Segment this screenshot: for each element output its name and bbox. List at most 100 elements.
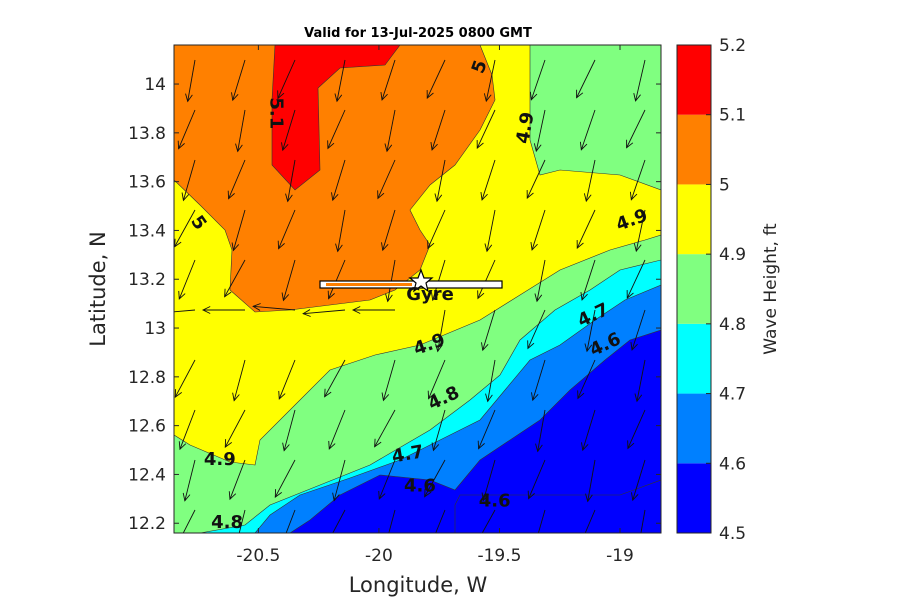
direction-arrowhead — [527, 490, 535, 500]
direction-arrow — [432, 409, 446, 451]
direction-arrowhead — [181, 192, 190, 202]
direction-arrowhead — [535, 443, 543, 453]
direction-arrow — [632, 459, 646, 501]
direction-arrow — [232, 209, 246, 251]
direction-arrowhead — [527, 340, 535, 350]
colorbar-tick-label: 5.1 — [719, 106, 746, 126]
direction-arrow — [631, 309, 646, 351]
direction-arrow — [581, 259, 596, 301]
direction-arrowhead — [579, 141, 588, 151]
y-axis: 12.2 12.4 12.6 12.8 13 13.2 13.4 13.6 13.8 14 — [128, 75, 661, 534]
direction-arrowhead — [530, 241, 538, 251]
direction-arrow — [224, 259, 246, 297]
colorbar-segment — [677, 463, 711, 533]
direction-arrowhead — [532, 542, 539, 550]
direction-arrow — [182, 159, 196, 201]
y-tick-label: 12.8 — [128, 368, 166, 388]
colorbar-tick-label: 4.8 — [719, 315, 746, 335]
direction-arrowhead — [224, 288, 232, 298]
direction-arrowhead — [302, 309, 311, 317]
x-tick-label: -20.5 — [236, 546, 280, 566]
direction-arrowhead — [228, 491, 237, 501]
gyre-star-icon — [408, 268, 434, 293]
direction-arrow — [476, 109, 496, 149]
direction-arrow — [635, 209, 646, 252]
gyre-bar-fill — [326, 283, 412, 286]
direction-arrowhead — [626, 139, 634, 149]
direction-arrow — [485, 59, 496, 102]
direction-arrow — [187, 59, 196, 102]
direction-arrow — [287, 159, 296, 202]
direction-arrowhead — [281, 142, 289, 152]
direction-arrow — [587, 459, 596, 502]
direction-arrowhead — [430, 141, 438, 151]
direction-arrowhead — [174, 389, 183, 398]
direction-arrowhead — [224, 439, 233, 448]
direction-arrowhead — [526, 190, 534, 200]
direction-arrowhead — [476, 140, 484, 150]
direction-arrowhead — [381, 242, 389, 252]
direction-arrow — [535, 109, 546, 152]
band-5.1 — [271, 45, 401, 191]
direction-arrow — [481, 159, 496, 201]
direction-arrowhead — [278, 390, 286, 400]
direction-arrow — [486, 209, 496, 252]
direction-arrowhead — [381, 392, 390, 402]
direction-arrowhead — [285, 193, 293, 203]
colorbar-tick-label: 4.9 — [719, 245, 746, 265]
direction-arrowhead — [235, 143, 243, 153]
y-tick-label: 13.8 — [128, 124, 166, 144]
direction-arrowhead — [480, 191, 488, 201]
direction-arrow — [626, 109, 646, 148]
direction-arrow — [381, 59, 396, 101]
direction-arrow — [427, 209, 446, 249]
direction-arrowhead — [385, 293, 393, 303]
direction-arrow — [428, 359, 446, 399]
colorbar-tick-label: 5.2 — [719, 36, 746, 56]
direction-arrow — [481, 509, 496, 533]
direction-arrowhead — [351, 306, 361, 314]
direction-arrowhead — [176, 539, 182, 547]
direction-arrow — [278, 209, 296, 249]
direction-arrow — [303, 309, 346, 315]
direction-arrowhead — [427, 240, 435, 250]
direction-arrowhead — [580, 291, 588, 301]
direction-arrowhead — [578, 541, 584, 549]
direction-arrow — [327, 109, 346, 149]
y-tick-label: 13.2 — [128, 270, 166, 290]
contour-label: 4.6 — [404, 476, 436, 497]
direction-arrow — [178, 259, 196, 300]
direction-arrow — [174, 209, 196, 247]
direction-arrow — [179, 409, 196, 450]
chart-title: Valid for 13-Jul-2025 0800 GMT — [304, 26, 532, 41]
direction-arrowhead — [633, 243, 642, 253]
direction-arrowhead — [177, 140, 185, 150]
direction-arrowhead — [174, 238, 182, 248]
direction-arrow — [232, 59, 246, 101]
direction-arrowhead — [252, 303, 261, 311]
colorbar: 4.5 4.6 4.7 4.8 4.9 5 5.1 5.2 — [676, 36, 746, 544]
direction-arrow — [332, 159, 346, 201]
direction-arrowhead — [427, 390, 435, 400]
direction-arrow — [336, 59, 346, 102]
direction-arrow — [532, 359, 546, 401]
direction-arrowhead — [325, 539, 331, 547]
direction-arrow — [237, 109, 246, 152]
direction-arrowhead — [274, 489, 283, 498]
colorbar-segment — [677, 393, 711, 464]
direction-arrow — [482, 309, 496, 351]
contour-label: 4.8 — [211, 512, 243, 533]
gyre-marker: Gyre — [319, 268, 503, 305]
direction-arrow — [530, 59, 546, 100]
direction-arrow — [431, 109, 446, 151]
direction-arrow — [285, 509, 296, 533]
direction-arrowhead — [178, 290, 186, 300]
direction-arrowhead — [426, 90, 434, 100]
direction-arrowhead — [374, 438, 382, 448]
direction-arrow — [388, 509, 396, 533]
direction-arrow — [584, 509, 596, 533]
direction-arrowhead — [529, 91, 538, 101]
direction-arrow — [527, 309, 546, 349]
direction-arrow — [426, 59, 446, 99]
direction-arrowhead — [182, 492, 191, 502]
